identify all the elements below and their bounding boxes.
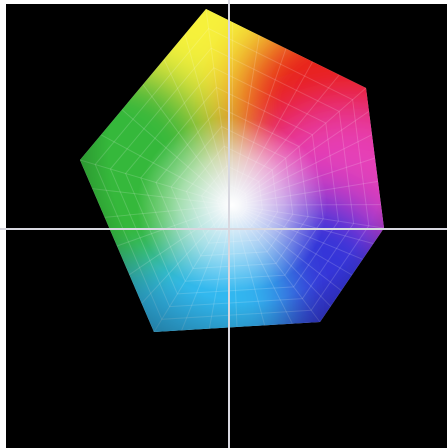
color-gamut-solid[interactable] [3, 0, 447, 414]
viewport-frame-top [0, 0, 447, 4]
gamut-edge-shade [80, 9, 384, 332]
viewport-frame-left [0, 0, 6, 448]
